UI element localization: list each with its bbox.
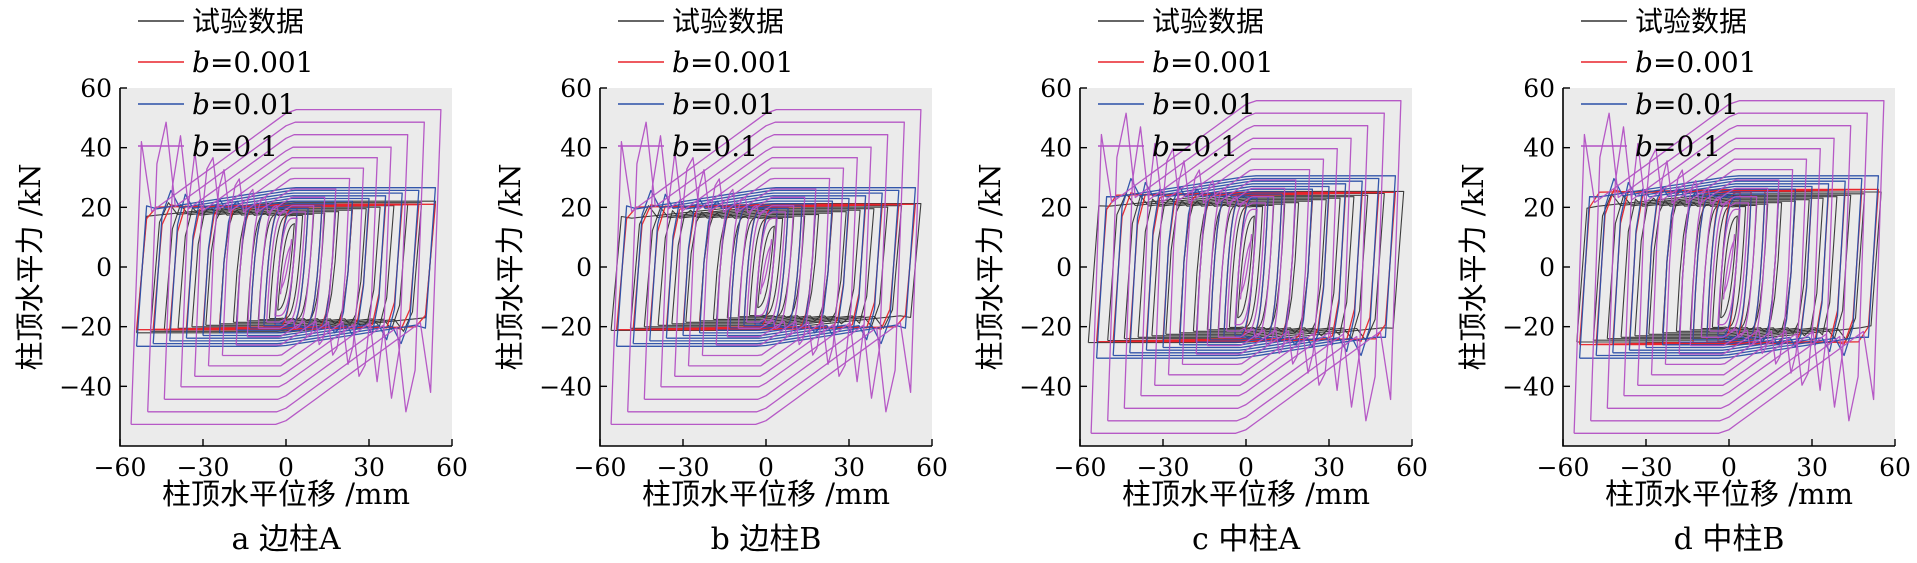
legend-label-b01: b=0.1 <box>1152 130 1238 163</box>
y-tick-label: −40 <box>1502 372 1555 401</box>
legend-label-b0001: b=0.001 <box>1635 46 1757 79</box>
legend-label-test: 试验数据 <box>1635 5 1747 38</box>
x-axis-label: 柱顶水平位移 /mm <box>162 477 410 511</box>
legend-label-b001: b=0.01 <box>1635 88 1739 121</box>
y-axis-label: 柱顶水平力 /kN <box>493 164 527 371</box>
y-tick-label: 60 <box>80 74 112 103</box>
panel-caption: a 边柱A <box>231 522 340 557</box>
y-tick-label: −20 <box>59 313 112 342</box>
legend-label-test: 试验数据 <box>1152 5 1264 38</box>
legend-label-b01: b=0.1 <box>672 130 758 163</box>
panel-caption: b 边柱B <box>711 522 822 557</box>
y-tick-label: −20 <box>1019 313 1072 342</box>
panel-a: −40 −20 0 20 40 60 −60 −30 0 30 60 试验数据 b=0.001 b=… <box>13 5 468 557</box>
legend-symbol-b: b <box>1635 46 1653 79</box>
panel-b: −40−200204060−60 −30 0 30 60 试验数据 b=0.001 b=… <box>493 5 948 557</box>
legend-label-test: 试验数据 <box>672 5 784 38</box>
x-tick-label: 60 <box>1879 453 1911 482</box>
figure: −40−200204060−60 −30 0 30 60 试验数据 b=0.001 b=… <box>0 0 1917 563</box>
y-axis-label: 柱顶水平力 /kN <box>1456 164 1490 371</box>
y-tick-label: 40 <box>560 134 592 163</box>
x-tick-label: 60 <box>916 453 948 482</box>
legend-label-test: 试验数据 <box>192 5 304 38</box>
x-axis-label: 柱顶水平位移 /mm <box>642 477 890 511</box>
y-tick-label: 40 <box>1040 134 1072 163</box>
panel-c: −40 −20 0 20 40 60 −60 −30 0 30 60 试验数据 b=0.001 b=… <box>973 5 1428 557</box>
legend-symbol-b: b <box>1635 88 1653 121</box>
x-axis-label: 柱顶水平位移 /mm <box>1122 477 1370 511</box>
x-axis-label: 柱顶水平位移 /mm <box>1605 477 1853 511</box>
y-tick-label: 0 <box>576 253 592 282</box>
legend-symbol-b: b <box>1635 130 1653 163</box>
y-tick-label: 60 <box>1040 74 1072 103</box>
y-tick-label: −40 <box>539 372 592 401</box>
x-tick-label: 60 <box>436 453 468 482</box>
legend-label-b001: b=0.01 <box>672 88 776 121</box>
panel-caption: c 中柱A <box>1192 522 1300 557</box>
x-tick-label: −60 <box>1537 453 1590 482</box>
y-tick-label: −40 <box>1019 372 1072 401</box>
y-tick-label: 0 <box>1056 253 1072 282</box>
legend-symbol-b: b <box>672 88 690 121</box>
y-tick-label: 20 <box>560 193 592 222</box>
y-tick-label: 60 <box>1523 74 1555 103</box>
y-tick-label: −40 <box>59 372 112 401</box>
y-axis-label: 柱顶水平力 /kN <box>973 164 1007 371</box>
legend-symbol-b: b <box>672 46 690 79</box>
x-tick-label: −60 <box>94 453 147 482</box>
legend-label-b001: b=0.01 <box>1152 88 1256 121</box>
legend-label-b0001: b=0.001 <box>1152 46 1274 79</box>
legend-symbol-b: b <box>192 88 210 121</box>
y-axis-label: 柱顶水平力 /kN <box>13 164 47 371</box>
legend-symbol-b: b <box>1152 130 1170 163</box>
y-tick-label: −20 <box>539 313 592 342</box>
panel-caption: d 中柱B <box>1674 522 1785 557</box>
y-tick-label: 0 <box>1539 253 1555 282</box>
legend-symbol-b: b <box>1152 88 1170 121</box>
x-tick-label: −60 <box>1054 453 1107 482</box>
legend-symbol-b: b <box>192 130 210 163</box>
legend-label-b01: b=0.1 <box>1635 130 1721 163</box>
legend-symbol-b: b <box>192 46 210 79</box>
y-tick-label: 20 <box>1040 193 1072 222</box>
y-tick-label: 40 <box>1523 134 1555 163</box>
panel-d: −40 −20 0 20 40 60 −60 −30 0 30 60 试验数据 b=0.001 b=… <box>1456 5 1911 557</box>
x-tick-label: −60 <box>574 453 627 482</box>
y-tick-label: 20 <box>1523 193 1555 222</box>
y-tick-label: 40 <box>80 134 112 163</box>
legend-label-b0001: b=0.001 <box>672 46 794 79</box>
x-tick-label: 60 <box>1396 453 1428 482</box>
y-tick-label: −20 <box>1502 313 1555 342</box>
legend-symbol-b: b <box>1152 46 1170 79</box>
legend-label-b01: b=0.1 <box>192 130 278 163</box>
y-tick-label: 0 <box>96 253 112 282</box>
y-tick-label: 60 <box>560 74 592 103</box>
legend-symbol-b: b <box>672 130 690 163</box>
y-tick-label: 20 <box>80 193 112 222</box>
legend-label-b0001: b=0.001 <box>192 46 314 79</box>
legend-label-b001: b=0.01 <box>192 88 296 121</box>
